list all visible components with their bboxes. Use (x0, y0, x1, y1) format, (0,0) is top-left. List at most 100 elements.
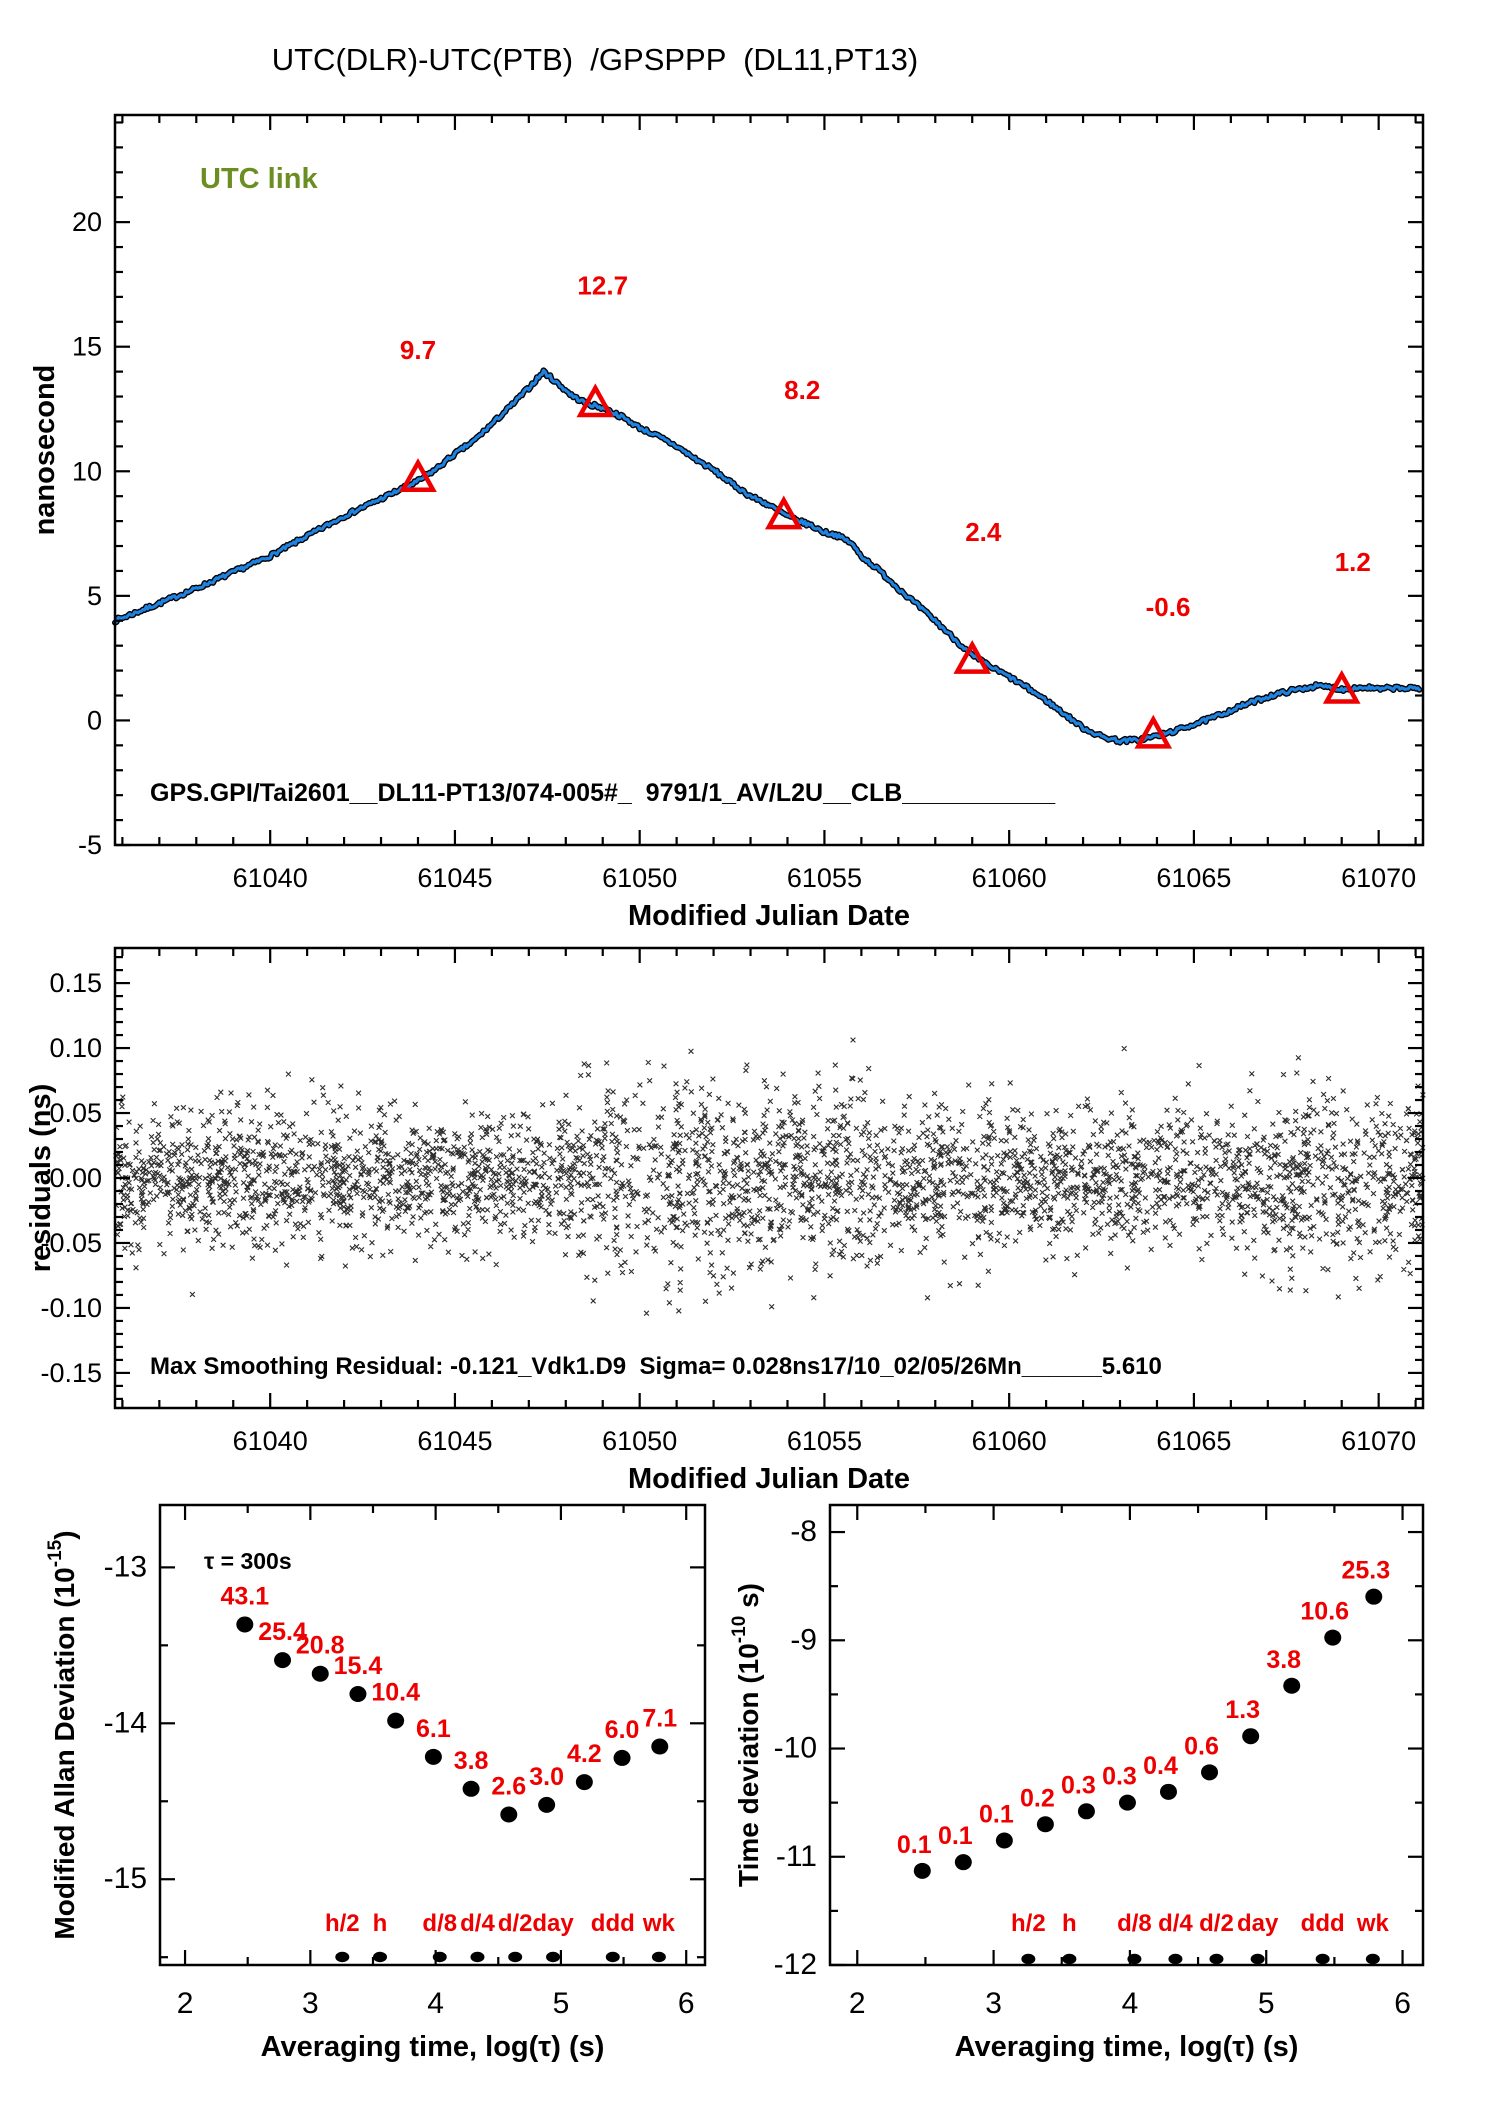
y-tick-label: -15 (104, 1862, 147, 1895)
time-marker-dot (1127, 1953, 1142, 1965)
data-point (349, 1685, 367, 1702)
data-point (613, 1749, 631, 1766)
marker-value-label: -0.6 (1146, 592, 1191, 622)
y-tick-label: -12 (774, 1948, 817, 1981)
utc-link-label: UTC link (200, 163, 318, 195)
data-point (462, 1780, 480, 1797)
tau-annotation: τ = 300s (204, 1548, 292, 1574)
time-marker-label: d/4 (1158, 1910, 1193, 1937)
x-tick-label: 3 (302, 1987, 319, 2020)
point-value-label: 4.2 (567, 1740, 602, 1768)
link-id-label: GPS.GPI/Tai2601__DL11-PT13/074-005#_ 979… (150, 779, 1056, 807)
point-value-label: 1.3 (1225, 1696, 1260, 1724)
x-tick-label: 61040 (233, 863, 308, 893)
time-marker-label: d/2 (498, 1910, 533, 1937)
data-point (995, 1832, 1013, 1849)
time-scale-markers: h/2 h d/8 d/4 d/2 day ddd wk (1011, 1910, 1390, 1965)
x-axis-label: Modified Julian Date (628, 1463, 910, 1495)
figure-title: UTC(DLR)-UTC(PTB) /GPSPPP (DL11,PT13) (271, 42, 919, 77)
x-tick-label: 4 (427, 1987, 444, 2020)
y-axis-label: nanosecond (29, 365, 61, 536)
point-value-label: 3.8 (454, 1747, 489, 1775)
x-tick-label: 61055 (787, 863, 862, 893)
time-marker-dot (1315, 1953, 1330, 1965)
x-tick-label: 5 (1258, 1987, 1275, 2020)
y-tick-label: -8 (790, 1515, 817, 1548)
y-tick-label: -11 (776, 1840, 817, 1873)
x-tick-label: 4 (1122, 1987, 1139, 2020)
marker-value-label: 12.7 (577, 270, 628, 300)
data-point (1283, 1677, 1301, 1694)
point-value-label: 25.3 (1341, 1557, 1390, 1585)
x-axis-label: Averaging time, log(τ) (s) (261, 2031, 605, 2063)
calibration-triangle-markers: 9.7 12.7 8.2 2.4 -0.6 1.2 (399, 270, 1371, 749)
time-marker-dot (1365, 1953, 1380, 1965)
y-tick-label: 10 (72, 456, 102, 486)
marker-value-label: 9.7 (400, 335, 436, 365)
x-tick-label: 3 (985, 1987, 1002, 2020)
time-scale-markers: h/2 h d/8 d/4 d/2 day ddd wk (325, 1910, 676, 1963)
y-tick-label: -10 (774, 1732, 817, 1765)
y-axis-label: Time deviation (10-10 s) (729, 1583, 764, 1887)
point-value-label: 7.1 (642, 1705, 677, 1733)
point-value-label: 0.4 (1143, 1752, 1178, 1780)
data-point (424, 1748, 442, 1765)
data-point (913, 1862, 931, 1879)
data-point (274, 1652, 292, 1669)
time-marker-dot (1168, 1953, 1183, 1965)
y-tick-label: -0.10 (40, 1293, 102, 1323)
time-marker-dot (432, 1951, 447, 1963)
x-tick-label: 61050 (602, 1426, 677, 1456)
tdev-panel: 2 3 4 5 6 -12 -11 -10 -9 -8 Averaging time, log(τ)… (729, 1503, 1425, 2063)
y-tick-label: 5 (87, 581, 102, 611)
point-value-label: 0.1 (938, 1822, 973, 1850)
time-marker-label: d/8 (422, 1910, 457, 1937)
y-tick-label: 15 (72, 332, 102, 362)
time-marker-label: wk (1356, 1910, 1390, 1937)
x-tick-label: 61065 (1156, 863, 1231, 893)
data-point (1077, 1803, 1095, 1820)
x-axis-label: Averaging time, log(τ) (s) (955, 2031, 1299, 2063)
time-marker-label: h/2 (1011, 1910, 1046, 1937)
triangle-marker (399, 458, 437, 493)
time-marker-label: ddd (591, 1910, 635, 1937)
data-point (1036, 1816, 1054, 1833)
data-point (1242, 1728, 1260, 1745)
y-tick-label: -14 (104, 1706, 147, 1739)
marker-value-label: 2.4 (965, 517, 1002, 547)
time-marker-dot (373, 1951, 388, 1963)
time-marker-label: day (1237, 1910, 1279, 1937)
time-marker-label: d/8 (1117, 1910, 1152, 1937)
y-tick-label: 0.15 (49, 968, 102, 998)
y-tick-label: -0.15 (40, 1358, 102, 1388)
smoothing-stats-label: Max Smoothing Residual: -0.121_Vdk1.D9 S… (150, 1353, 1162, 1380)
x-tick-label: 6 (678, 1987, 695, 2020)
data-point (1118, 1794, 1136, 1811)
point-value-label: 3.0 (529, 1763, 564, 1791)
data-point (311, 1665, 329, 1682)
data-point (651, 1738, 669, 1755)
y-tick-label: 0.10 (49, 1033, 102, 1063)
y-tick-label: -13 (104, 1550, 147, 1583)
point-value-label: 10.4 (371, 1679, 420, 1707)
time-marker-dot (508, 1951, 523, 1963)
point-value-label: 25.4 (258, 1618, 307, 1646)
x-tick-label: 61055 (787, 1426, 862, 1456)
triangle-marker (1134, 714, 1173, 749)
y-tick-label: 20 (72, 207, 102, 237)
point-value-label: 6.0 (605, 1716, 640, 1744)
axes (113, 946, 1425, 1410)
x-tick-label: 61060 (972, 1426, 1047, 1456)
data-point (575, 1774, 593, 1791)
tdev-points: 0.1 0.10.10.2 0.3 0.3 0.40.61.33.810.625.3 (897, 1557, 1390, 1879)
y-axis-label: Modified Allan Deviation (10-15) (45, 1530, 80, 1939)
data-point (387, 1712, 405, 1729)
triangle-marker (576, 383, 615, 418)
marker-value-label: 8.2 (784, 375, 820, 405)
data-point (538, 1796, 556, 1813)
time-marker-dot (1062, 1953, 1077, 1965)
x-tick-label: 5 (553, 1987, 570, 2020)
y-tick-label: 0.05 (49, 1098, 102, 1128)
time-marker-dot (1250, 1953, 1265, 1965)
